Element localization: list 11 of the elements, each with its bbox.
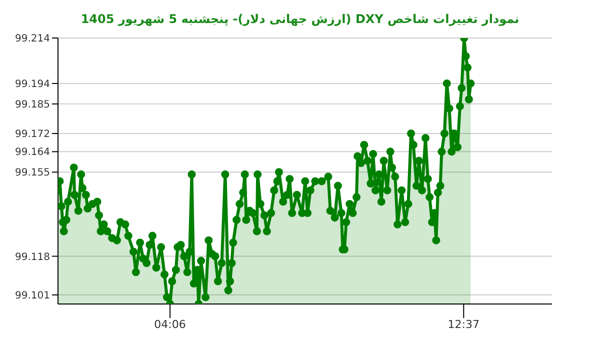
y-tick-label: 99.214 [15, 34, 50, 45]
y-tick-label: 99.155 [15, 168, 50, 179]
x-tick-label: 04:06 [154, 318, 186, 331]
y-tick-label: 99.185 [15, 99, 50, 110]
y-tick-label: 99.164 [15, 147, 50, 158]
y-tick-label: 99.118 [15, 252, 50, 263]
y-tick-label: 99.194 [15, 79, 50, 90]
x-tick-label: 12:37 [448, 318, 480, 331]
y-tick-label: 99.101 [15, 290, 50, 302]
y-tick-label: 99.172 [15, 129, 50, 140]
chart-title: نمودار تغییرات شاخص DXY (ارزش جهانی دلار)- پنجشنبه 5 شهریور 1405 [80, 11, 520, 28]
